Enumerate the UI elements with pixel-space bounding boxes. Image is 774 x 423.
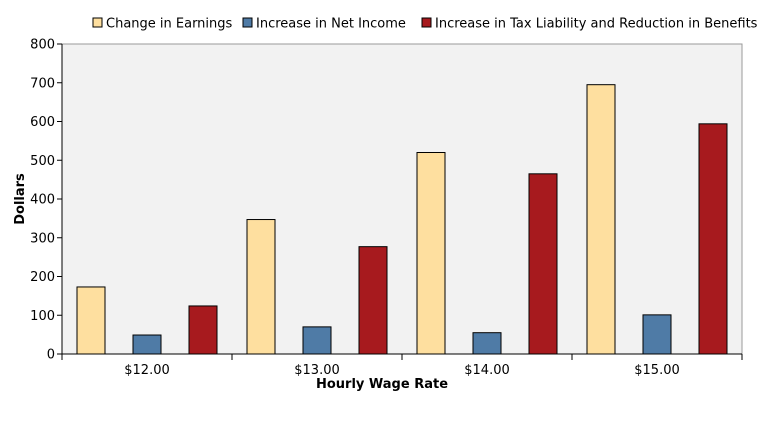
y-tick-label: 800 [30,38,55,53]
bar [416,152,446,355]
y-tick-label: 700 [30,76,55,91]
y-tick-label: 200 [30,270,55,285]
bar [642,314,672,355]
y-tick-label: 300 [30,231,55,246]
y-axis-title: Dollars [13,173,28,225]
bar [586,84,616,355]
bars-group [76,84,728,355]
legend-label: Increase in Tax Liability and Reduction … [435,17,758,32]
legend: Change in Earnings Increase in Net Income… [92,17,758,32]
y-tick-label: 400 [30,193,55,208]
x-tick-label: $12.00 [124,363,170,378]
plot-area [61,43,743,355]
y-tick-label: 100 [30,309,55,324]
legend-swatch [92,17,103,28]
bar [528,173,558,355]
bar [472,332,502,355]
y-tick-label: 0 [47,348,55,363]
bar [358,246,388,355]
legend-label: Change in Earnings [106,17,233,32]
legend-swatch [421,17,432,28]
bar [698,123,728,355]
legend-swatch [242,17,253,28]
bar [188,305,218,355]
bar [302,326,332,355]
y-tick-label: 500 [30,154,55,169]
bar [246,219,276,355]
x-tick-label: $15.00 [634,363,680,378]
bar [132,334,162,355]
y-axis: 0 100 200 300 400 500 600 700 800 [30,38,63,363]
x-axis-title: Hourly Wage Rate [316,377,448,392]
bar [76,286,106,355]
x-tick-label: $14.00 [464,363,510,378]
y-tick-label: 600 [30,115,55,130]
legend-label: Increase in Net Income [256,17,406,32]
x-axis: $12.00 $13.00 $14.00 $15.00 [61,353,743,378]
x-tick-label: $13.00 [294,363,340,378]
